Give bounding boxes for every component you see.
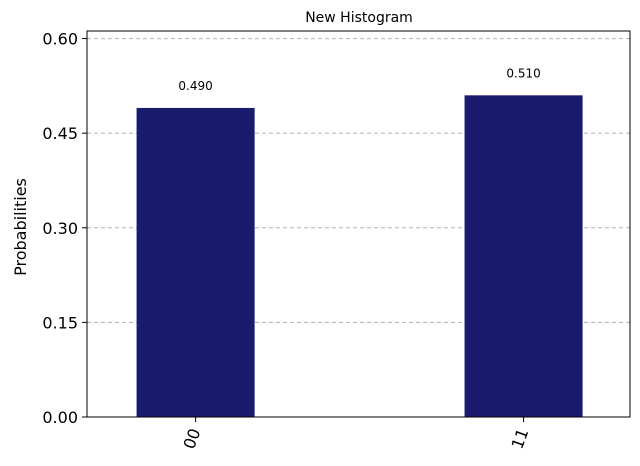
bars-group: 0.490 0.510 (136, 66, 583, 417)
y-tick-label: 0.00 (42, 408, 78, 427)
y-tick-label: 0.60 (42, 30, 78, 49)
y-axis-label: Probabilities (11, 178, 30, 276)
x-tick-label: 00 (180, 426, 205, 452)
y-tick-label: 0.45 (42, 124, 78, 143)
bar-value-label: 0.510 (506, 66, 540, 80)
chart-title: New Histogram (305, 10, 413, 26)
y-tick-label: 0.15 (42, 313, 78, 332)
plot-frame (86, 30, 631, 418)
bar (464, 95, 583, 417)
x-tick-label: 11 (508, 426, 533, 452)
bar (136, 107, 255, 417)
bar-value-label: 0.490 (178, 79, 212, 93)
x-axis-ticks: 00 11 (180, 417, 533, 452)
y-axis-ticks: 0.00 0.15 0.30 0.45 0.60 (42, 30, 87, 427)
y-tick-label: 0.30 (42, 219, 78, 238)
